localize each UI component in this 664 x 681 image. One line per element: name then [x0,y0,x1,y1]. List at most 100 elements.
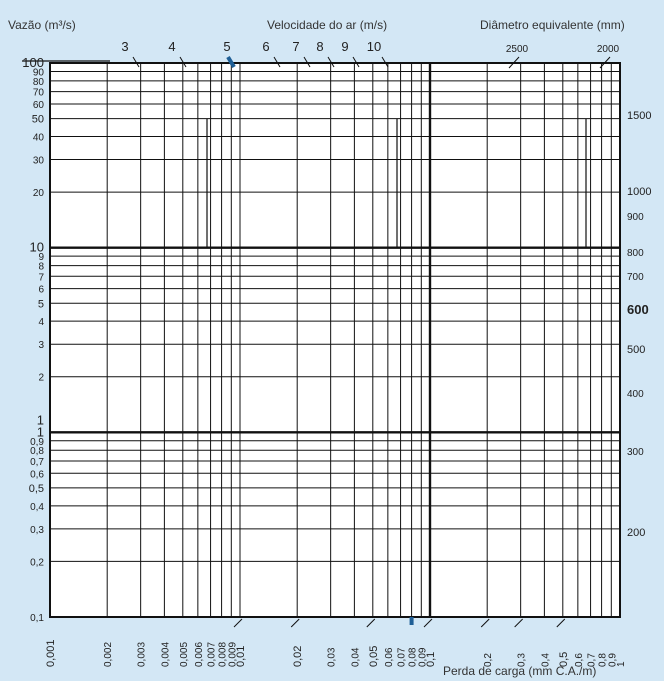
tick-marks [132,55,611,628]
flow-tick-label: 0,1 [30,613,44,624]
diameter-tick [508,56,520,69]
tick-labels: 10090807060504030201098765432110,90,80,7… [22,39,651,667]
velocity-tick [381,56,389,68]
velocity-tick [352,56,360,68]
velocity-tick-label: 3 [121,39,128,54]
flow-tick-label: 1 [37,412,44,427]
pressure-loss-tick-label: 0,02 [292,646,304,667]
flow-tick-label: 40 [33,132,45,143]
diameter-right-tick-label: 600 [627,302,649,317]
flow-tick-label: 0,8 [30,446,44,457]
pressure-loss-tick-label: 0,9 [607,653,618,667]
pressure-loss-tick-label: 0,08 [408,647,419,667]
pressure-loss-tick-label: 0,004 [160,642,171,667]
flow-tick-label: 8 [38,262,44,273]
velocity-axis-title: Velocidade do ar (m/s) [267,18,387,32]
pressure-loss-tick-label: 0,4 [540,653,551,667]
pressure-loss-tick-label: 0,1 [425,652,437,667]
pressure-loss-tick-label: 0,01 [235,646,247,667]
velocity-tick-label: 6 [262,39,269,54]
flow-tick-label: 20 [33,188,45,199]
flow-axis-title: Vazão (m³/s) [8,18,76,32]
flow-tick-label: 0,9 [30,437,44,448]
pressure-loss-tick-label: 0,7 [587,653,598,667]
flow-tick-label: 1 [37,424,44,439]
pressure-loss-tick [556,618,566,628]
flow-tick-label: 5 [38,298,44,310]
pressure-loss-tick-label: 0,5 [558,652,570,667]
velocity-tick [273,56,281,68]
diameter-right-tick-label: 300 [627,447,644,458]
velocity-tick-label: 9 [341,39,348,54]
pressure-loss-tick-label: 0,006 [194,642,205,667]
diameter-axis-title: Diâmetro equivalente (mm) [480,18,625,32]
pressure-loss-tick-label: 0,06 [384,647,395,667]
velocity-tick [226,55,236,69]
pressure-loss-tick-label: 0,007 [207,642,218,667]
pressure-loss-tick-label: 0,001 [45,639,57,667]
flow-tick-label: 3 [38,340,44,351]
velocity-tick-label: 5 [223,39,230,54]
pressure-loss-tick-label: 0,3 [517,653,528,667]
pressure-loss-tick-label: 0,005 [179,642,190,667]
diameter-right-tick-label: 800 [627,248,644,259]
flow-tick-label: 0,7 [30,457,44,468]
plot-area [50,63,620,617]
flow-tick-label: 0,2 [30,557,44,568]
flow-tick-label: 70 [33,88,45,99]
pressure-loss-tick-label: 0,2 [483,653,494,667]
flow-tick-label: 4 [38,317,44,328]
flow-tick-label: 7 [38,272,44,283]
pressure-loss-tick-label: 0,6 [574,653,585,667]
flow-tick-label: 90 [33,67,45,78]
flow-tick-label: 80 [33,77,45,88]
pressure-loss-axis-title: Perda de carga (mm C.A./m) [443,664,596,678]
pressure-loss-tick-label: 0,8 [598,653,609,667]
pressure-loss-tick-label: 0,008 [218,642,229,667]
flow-tick-label: 10 [30,240,44,255]
pressure-loss-tick [423,618,433,628]
pressure-loss-tick [290,618,300,628]
flow-tick-label: 30 [33,156,45,167]
velocity-tick [303,56,311,68]
grid [22,60,621,618]
velocity-tick [327,56,335,68]
pressure-loss-tick [514,618,524,628]
pressure-loss-tick [233,618,243,628]
pressure-loss-tick-label: 0,09 [417,647,428,667]
velocity-tick-label: 7 [292,39,299,54]
flow-tick-label: 0,6 [30,469,44,480]
diameter-right-tick-label: 1000 [627,186,651,198]
velocity-tick-label: 8 [316,39,323,54]
velocity-tick [132,56,140,68]
diameter-right-tick-label: 700 [627,272,644,283]
pressure-loss-tick-label: 1 [616,661,627,667]
diameter-right-tick-label: 400 [627,389,644,400]
flow-tick-label: 9 [38,252,44,263]
velocity-tick [179,56,187,68]
flow-tick-label: 6 [38,285,44,296]
pressure-loss-tick [366,618,376,628]
flow-tick-label: 0,3 [30,525,44,536]
flow-tick-label: 2 [38,373,44,384]
diameter-top-tick-label: 2000 [597,44,620,55]
pressure-loss-tick-label: 0,04 [350,647,361,667]
plot-frame [49,62,621,618]
pressure-loss-tick-label: 0,03 [327,647,338,667]
velocity-tick-label: 10 [367,39,381,54]
flow-tick-label: 0,5 [29,483,44,495]
pressure-loss-tick-label: 0,07 [397,647,408,667]
flow-tick-label: 100 [22,55,44,70]
pressure-loss-tick-label: 0,002 [103,642,114,667]
flow-tick-label: 0,4 [30,502,44,513]
pressure-loss-tick-label: 0,05 [368,646,380,667]
flow-tick-label: 50 [32,114,44,126]
flow-tick-label: 60 [33,100,45,111]
diameter-tick [599,56,611,69]
pressure-loss-tick [480,618,490,628]
diameter-top-tick-label: 2500 [506,44,529,55]
pressure-loss-tick-label: 0,003 [137,642,148,667]
diameter-right-tick-label: 900 [627,212,644,223]
diameter-right-tick-label: 200 [627,527,645,539]
